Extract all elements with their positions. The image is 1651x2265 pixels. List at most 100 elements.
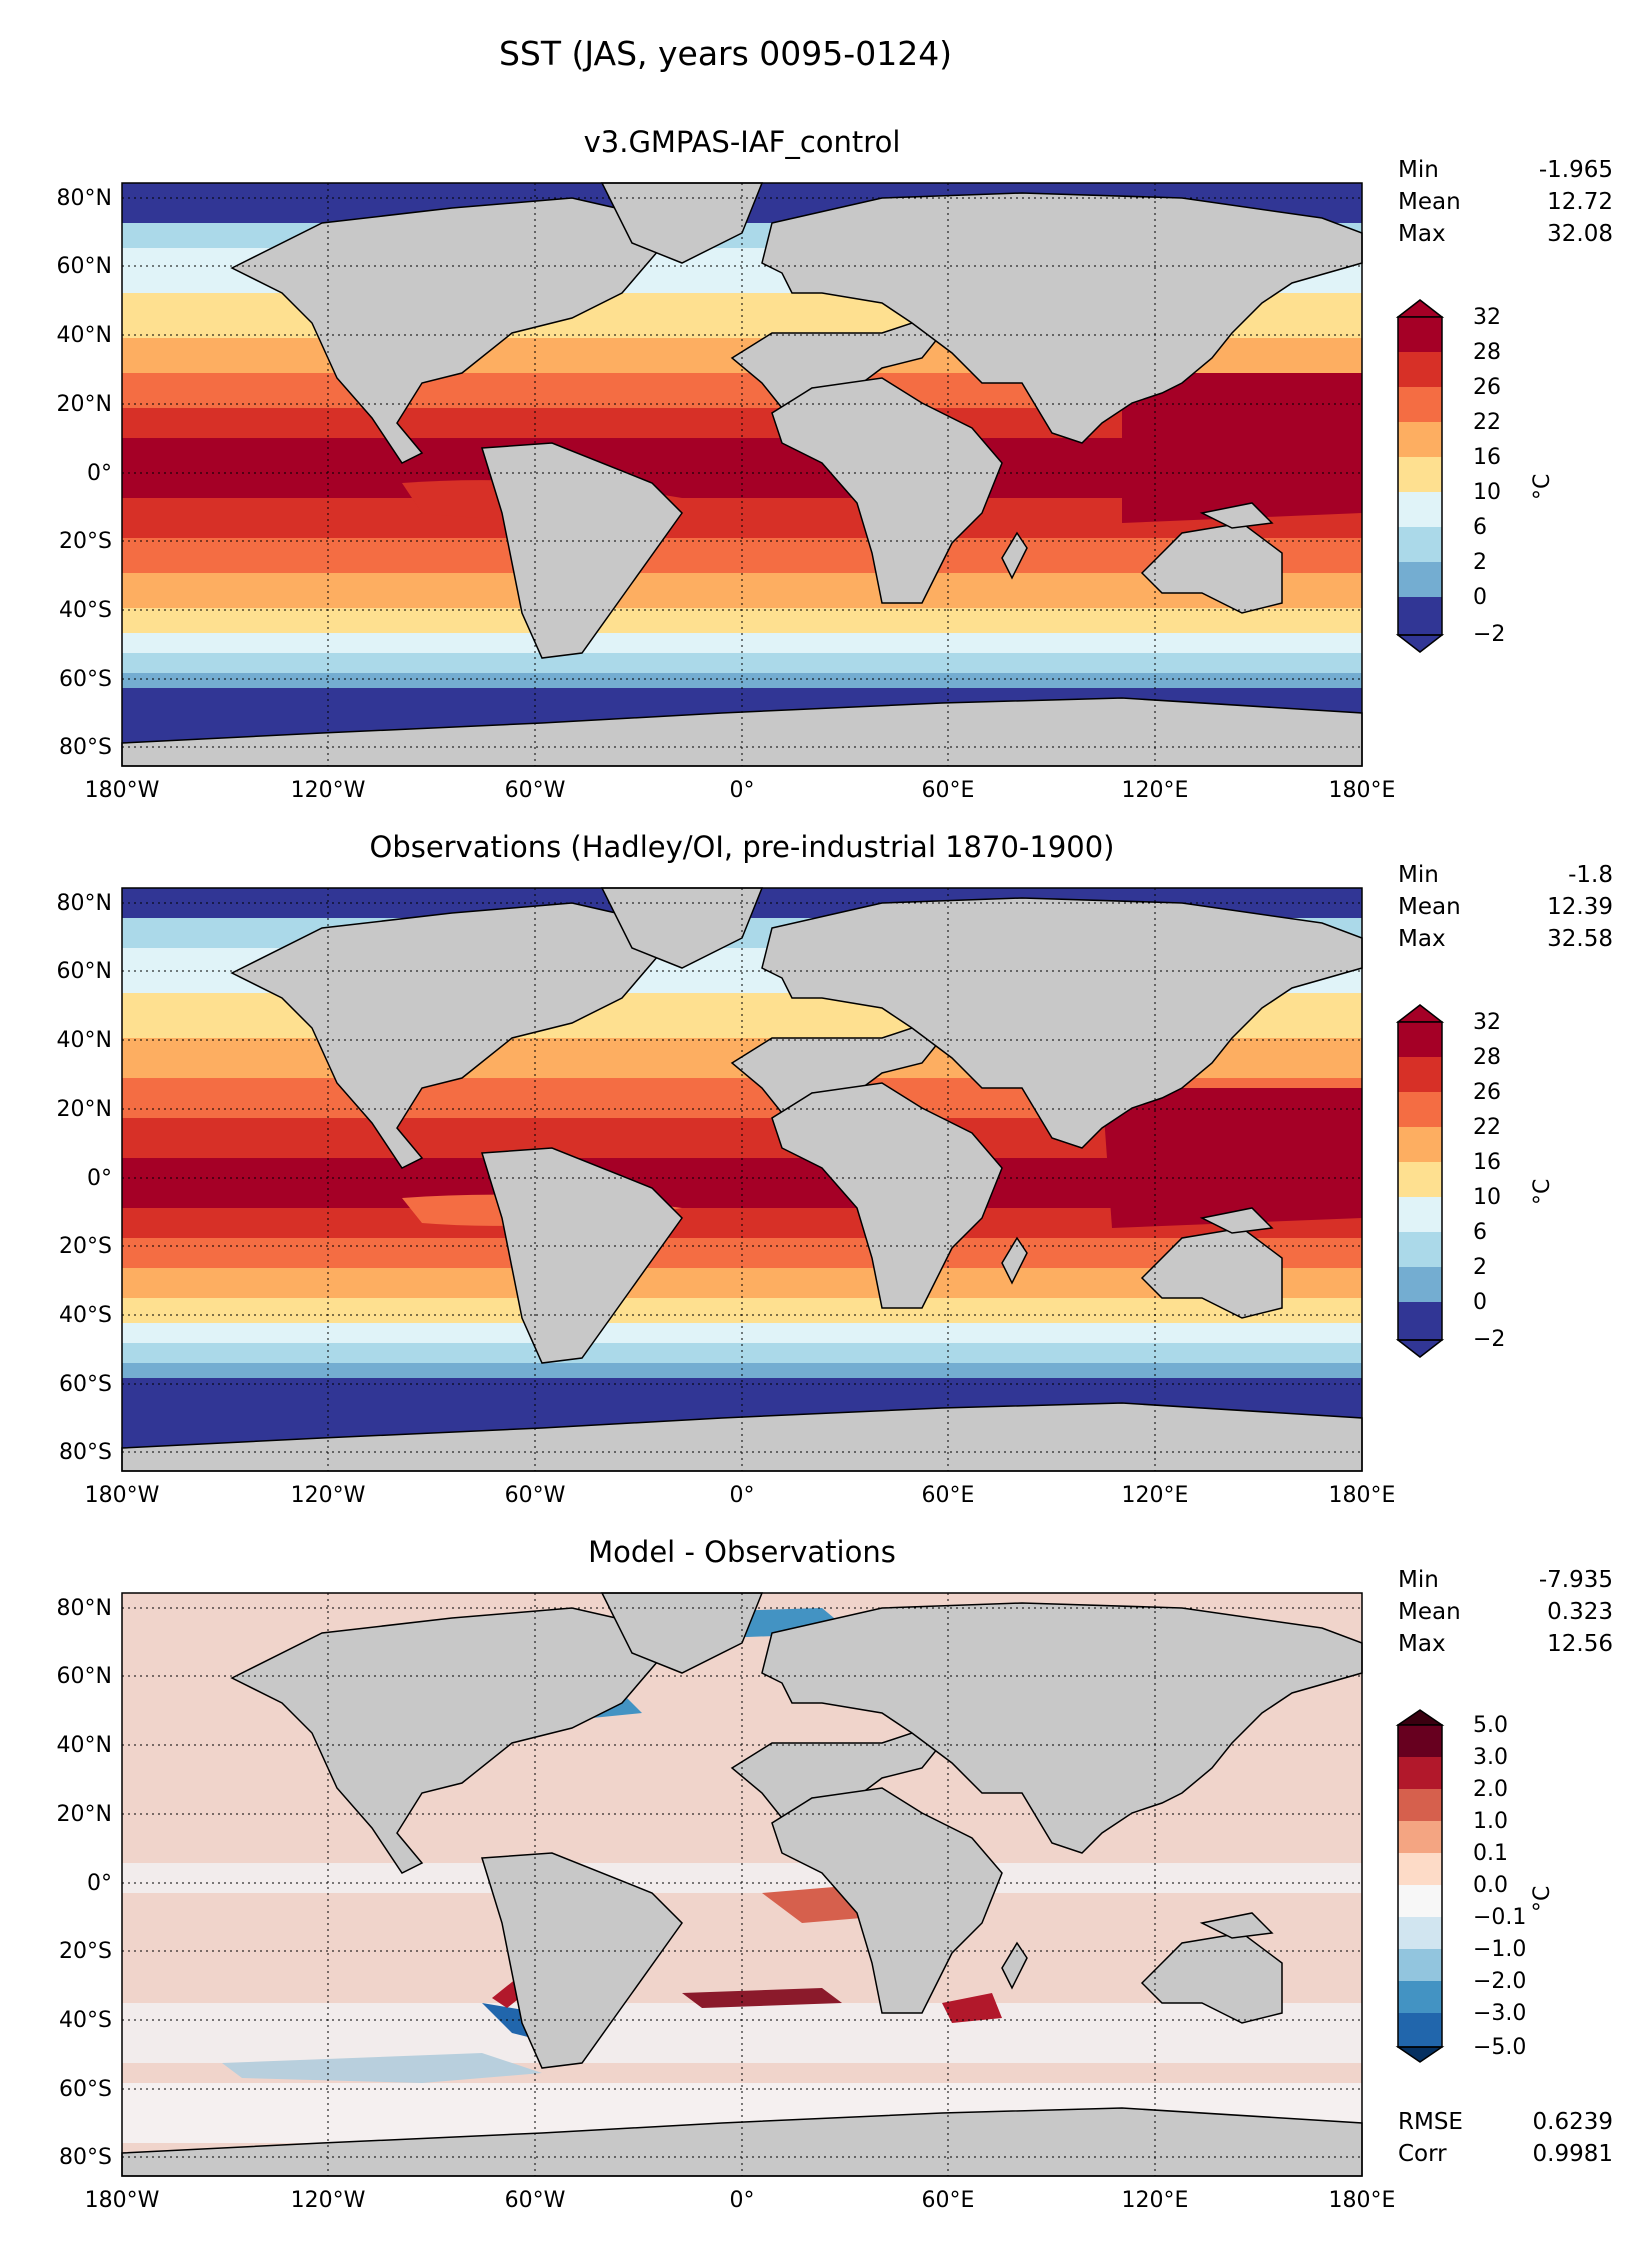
stat-value: 0.323 xyxy=(1547,1599,1613,1625)
panel-3-stats: Min -7.935 Mean 0.323 Max 12.56 xyxy=(1398,1564,1613,1660)
colorbar-tick: 2.0 xyxy=(1473,1777,1508,1802)
colorbar-unit: °C xyxy=(1530,1178,1555,1205)
x-tick: 180°W xyxy=(84,1483,160,1508)
y-tick: 60°N xyxy=(56,1664,112,1689)
colorbar-extend-min xyxy=(1395,1339,1445,1358)
sst-band xyxy=(122,1343,1362,1363)
colorbar-tick: 2 xyxy=(1473,550,1487,575)
sst-band xyxy=(122,1363,1362,1378)
stat-label: Min xyxy=(1398,157,1439,183)
x-tick: 0° xyxy=(729,1483,755,1508)
x-tick: 0° xyxy=(729,2188,755,2213)
x-tick: 120°E xyxy=(1121,2188,1189,2213)
colorbar-tick: 0 xyxy=(1473,585,1487,610)
x-tick: 60°E xyxy=(921,2188,975,2213)
y-tick: 80°N xyxy=(56,891,112,916)
x-tick: 60°W xyxy=(504,778,566,803)
x-tick: 120°E xyxy=(1121,1483,1189,1508)
y-tick: 20°N xyxy=(56,1097,112,1122)
y-tick: 80°S xyxy=(59,735,112,760)
colorbar-tick: 5.0 xyxy=(1473,1713,1508,1738)
y-tick: 40°S xyxy=(59,598,112,623)
colorbar-unit: °C xyxy=(1530,473,1555,500)
y-tick: 80°S xyxy=(59,2145,112,2170)
x-tick: 180°W xyxy=(84,778,160,803)
stat-label: Max xyxy=(1398,1631,1446,1657)
stat-value: -1.8 xyxy=(1568,862,1613,888)
stat-value: 32.58 xyxy=(1547,926,1613,952)
stat-value: 0.6239 xyxy=(1532,2109,1613,2135)
panel-2-title: Observations (Hadley/OI, pre-industrial … xyxy=(369,830,1115,864)
stat-value: 12.72 xyxy=(1547,189,1613,215)
colorbar-unit: °C xyxy=(1530,1885,1555,1912)
y-tick: 60°N xyxy=(56,959,112,984)
panel-3-error-stats: RMSE 0.6239 Corr 0.9981 xyxy=(1398,2106,1613,2170)
panel-3-title: Model - Observations xyxy=(588,1535,896,1569)
stat-value: -1.965 xyxy=(1538,157,1613,183)
colorbar-tick: 16 xyxy=(1473,445,1501,470)
map-frame xyxy=(121,182,1363,767)
y-tick: 20°S xyxy=(59,1939,112,1964)
y-tick: 60°S xyxy=(59,667,112,692)
colorbar-tick: 32 xyxy=(1473,305,1501,330)
panel-1-colorbar xyxy=(1395,299,1445,653)
colorbar-tick: 26 xyxy=(1473,375,1501,400)
y-tick: 60°S xyxy=(59,1372,112,1397)
panel-1-title: v3.GMPAS-IAF_control xyxy=(583,125,901,159)
colorbar-tick: −2 xyxy=(1473,622,1506,647)
sst-band xyxy=(122,673,1362,688)
y-tick: 0° xyxy=(87,1871,112,1896)
warm-pool xyxy=(1122,373,1362,523)
y-tick: 40°N xyxy=(56,1733,112,1758)
land-masses xyxy=(121,182,1363,767)
colorbar-tick: 0.1 xyxy=(1473,1841,1508,1866)
stat-label: Max xyxy=(1398,926,1446,952)
colorbar-tick: 28 xyxy=(1473,340,1501,365)
x-tick: 180°E xyxy=(1328,2188,1396,2213)
stat-label: Min xyxy=(1398,862,1439,888)
stat-label: Mean xyxy=(1398,189,1461,215)
colorbar-tick: 2 xyxy=(1473,1255,1487,1280)
anomaly-patch xyxy=(942,1993,1002,2023)
stat-value: 0.9981 xyxy=(1532,2141,1613,2167)
panel-2-colorbar xyxy=(1395,1004,1445,1358)
panel-3-map xyxy=(121,1592,1363,2177)
colorbar-extend-min xyxy=(1395,2046,1445,2063)
colorbar-tick: 0.0 xyxy=(1473,1873,1508,1898)
colorbar-extend-max xyxy=(1395,299,1445,318)
stat-label: Mean xyxy=(1398,894,1461,920)
y-tick: 20°N xyxy=(56,1802,112,1827)
panel-2-stats: Min -1.8 Mean 12.39 Max 32.58 xyxy=(1398,859,1613,955)
sst-band xyxy=(122,608,1362,633)
map-frame xyxy=(121,1592,1363,2177)
y-tick: 20°S xyxy=(59,1234,112,1259)
colorbar-tick: 10 xyxy=(1473,480,1501,505)
colorbar-tick: 32 xyxy=(1473,1010,1501,1035)
x-tick: 120°W xyxy=(290,778,366,803)
stat-label: Min xyxy=(1398,1567,1439,1593)
x-tick: 0° xyxy=(729,778,755,803)
y-tick: 80°N xyxy=(56,1596,112,1621)
stat-label: Corr xyxy=(1398,2141,1447,2167)
stat-value: 12.56 xyxy=(1547,1631,1613,1657)
x-tick: 180°E xyxy=(1328,1483,1396,1508)
panel-3-colorbar xyxy=(1395,1709,1445,2063)
y-tick: 60°S xyxy=(59,2077,112,2102)
stat-value: -7.935 xyxy=(1538,1567,1613,1593)
y-tick: 20°S xyxy=(59,529,112,554)
colorbar-extend-min xyxy=(1395,634,1445,653)
colorbar-tick: 28 xyxy=(1473,1045,1501,1070)
y-tick: 40°S xyxy=(59,1303,112,1328)
land-masses xyxy=(121,1592,1363,2177)
map-frame xyxy=(121,887,1363,1472)
colorbar-tick: −1.0 xyxy=(1473,1937,1527,1962)
y-tick: 0° xyxy=(87,1166,112,1191)
land-masses xyxy=(121,887,1363,1472)
anomaly-patch xyxy=(222,2053,542,2083)
stat-value: 32.08 xyxy=(1547,221,1613,247)
warm-pool xyxy=(1102,1088,1362,1228)
gridlines xyxy=(122,183,1362,766)
y-tick: 0° xyxy=(87,461,112,486)
colorbar-extend-max xyxy=(1395,1709,1445,1726)
colorbar-tick: 22 xyxy=(1473,410,1501,435)
